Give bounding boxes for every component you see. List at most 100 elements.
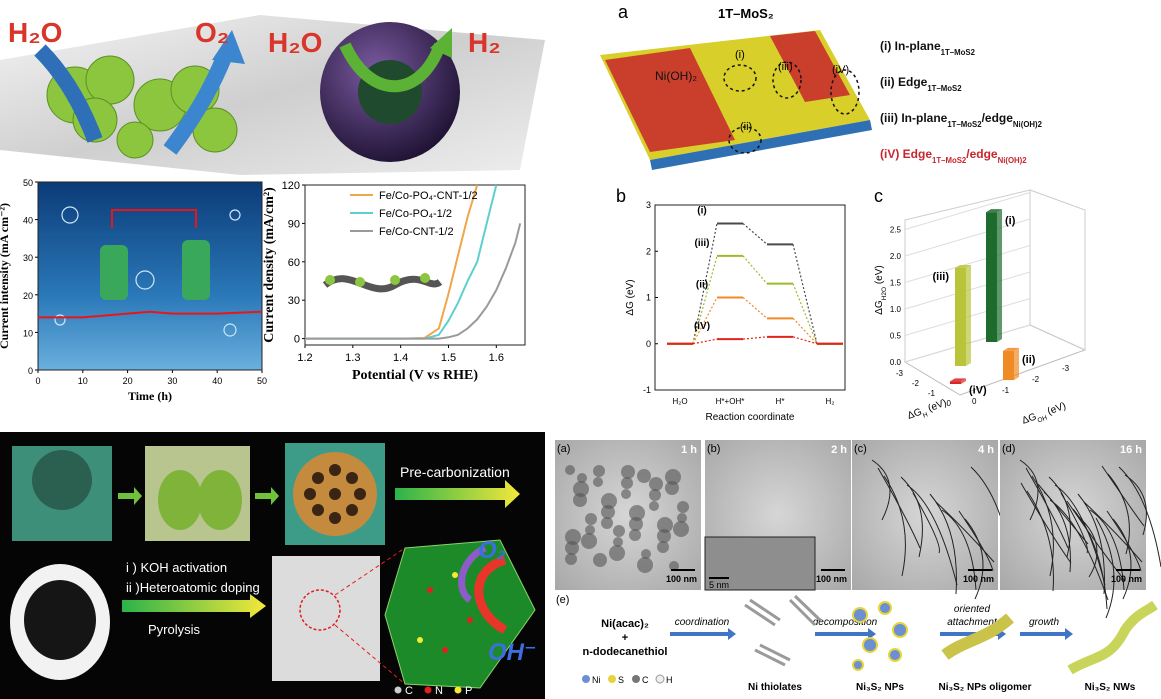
connector [692, 297, 718, 345]
x-tick-label: 50 [257, 376, 267, 386]
legend-label: C [405, 685, 413, 697]
z-tick-label: -2 [1032, 375, 1040, 384]
text-part: ΔG [906, 406, 924, 421]
particle [581, 533, 597, 549]
electrode-illustration [100, 240, 210, 300]
bar-top [1003, 347, 1019, 351]
time-label: 2 h [831, 444, 847, 456]
connector [692, 338, 718, 345]
x-tick-label: 40 [212, 376, 222, 386]
y-tick-label: 2.5 [890, 226, 902, 235]
bar-side [961, 378, 966, 384]
nanowire [900, 476, 923, 558]
nanowire [1083, 501, 1143, 563]
bar-label: (iii) [933, 271, 950, 283]
bar-label: (ii) [1022, 354, 1036, 366]
text-part: ΔG [1021, 411, 1039, 426]
y-tick-label: 0.0 [890, 358, 902, 367]
step-label: ii )Heteroatomic doping [126, 580, 260, 595]
data-line [38, 310, 263, 319]
text-part: 1T–MoS2 [947, 120, 982, 129]
grid-line [904, 218, 1031, 257]
y-tick-label: 120 [282, 180, 300, 192]
y-tick-label: 30 [23, 253, 33, 263]
water-arrow [34, 44, 103, 143]
nanowire [1037, 483, 1089, 545]
legend-entry: (ii) Edge1T–MoS2 [880, 75, 962, 93]
particle [649, 489, 661, 501]
scale-label: 5 nm [709, 580, 729, 590]
label-water: H₂O [268, 27, 322, 58]
particle [593, 477, 603, 487]
particle [593, 553, 607, 567]
particle [677, 501, 689, 513]
step-label: decomposition [813, 617, 878, 628]
x-tick-label: -1 [928, 389, 936, 398]
legend-label: S [618, 675, 624, 685]
y-axis-label: Current density (mA/cm²) [262, 187, 277, 343]
scale-label: 100 nm [963, 574, 994, 584]
bar-top [950, 378, 966, 382]
mos2-structure [600, 30, 872, 170]
nanowire-icon [322, 273, 443, 293]
nanowire [1060, 492, 1088, 554]
x-tick-label: 0 [947, 399, 952, 408]
nanowire [1049, 499, 1109, 601]
x-axis-label: ΔGH (eV) [906, 397, 949, 424]
process-arrow [395, 480, 520, 508]
particle [649, 477, 663, 491]
y-axis-label: ΔG (eV) [625, 279, 636, 315]
panel-letter: (d) [1002, 443, 1015, 455]
text-part: Ni(OH)2 [998, 156, 1028, 165]
z-tick-label: -1 [1002, 386, 1010, 395]
nanowire [958, 510, 994, 572]
y-tick-label: 3 [646, 200, 651, 210]
nanoparticles [852, 601, 908, 671]
z-axis-label: ΔGOH (eV) [1021, 401, 1069, 429]
particle [565, 465, 575, 475]
step-label: Pre-carbonization [400, 464, 510, 480]
photo-background [38, 182, 262, 370]
label-oxygen: O₂ [195, 17, 229, 48]
x-tick-label: -2 [912, 379, 920, 388]
tem-image [272, 556, 380, 681]
connector [692, 223, 718, 344]
nanowire [1031, 475, 1054, 577]
bar-top [986, 209, 1002, 213]
nanowire [906, 484, 958, 586]
species-label: OH⁻ [488, 639, 537, 666]
time-label: 1 h [681, 444, 697, 456]
state-label: (ii) [696, 280, 708, 291]
y-tick-label: 40 [23, 216, 33, 226]
connector [792, 317, 818, 345]
y-tick-label: 0 [646, 339, 651, 349]
x-tick-label: 20 [123, 376, 133, 386]
step-label: growth [1029, 617, 1059, 628]
x-tick-label: H* [776, 397, 785, 406]
text-part: H2O [881, 287, 888, 300]
bar [950, 381, 961, 384]
x-axis-label: Time (h) [128, 389, 172, 403]
particle [621, 465, 635, 479]
x-tick-label: 30 [167, 376, 177, 386]
reactant: + [622, 632, 628, 644]
y-tick-label: 90 [288, 218, 300, 230]
panel-letter: a [618, 2, 629, 22]
oxygen-arrow [163, 52, 233, 155]
x-tick-label: H₂ [826, 397, 835, 406]
site-label: (i) [735, 49, 745, 61]
nanowire [1107, 473, 1130, 555]
y-tick-label: 20 [23, 291, 33, 301]
nanowire [1101, 465, 1145, 527]
text-part: 1T–MoS2 [932, 156, 967, 165]
y-tick-label: 60 [288, 257, 300, 269]
nanowire [1025, 467, 1069, 549]
state-label: (iV) [694, 321, 710, 332]
connector [742, 223, 768, 245]
scale-label: 100 nm [816, 574, 847, 584]
arrow-head [430, 28, 452, 58]
plot-frame [304, 184, 526, 346]
particle [629, 505, 645, 521]
text-part: /edge [982, 111, 1014, 125]
